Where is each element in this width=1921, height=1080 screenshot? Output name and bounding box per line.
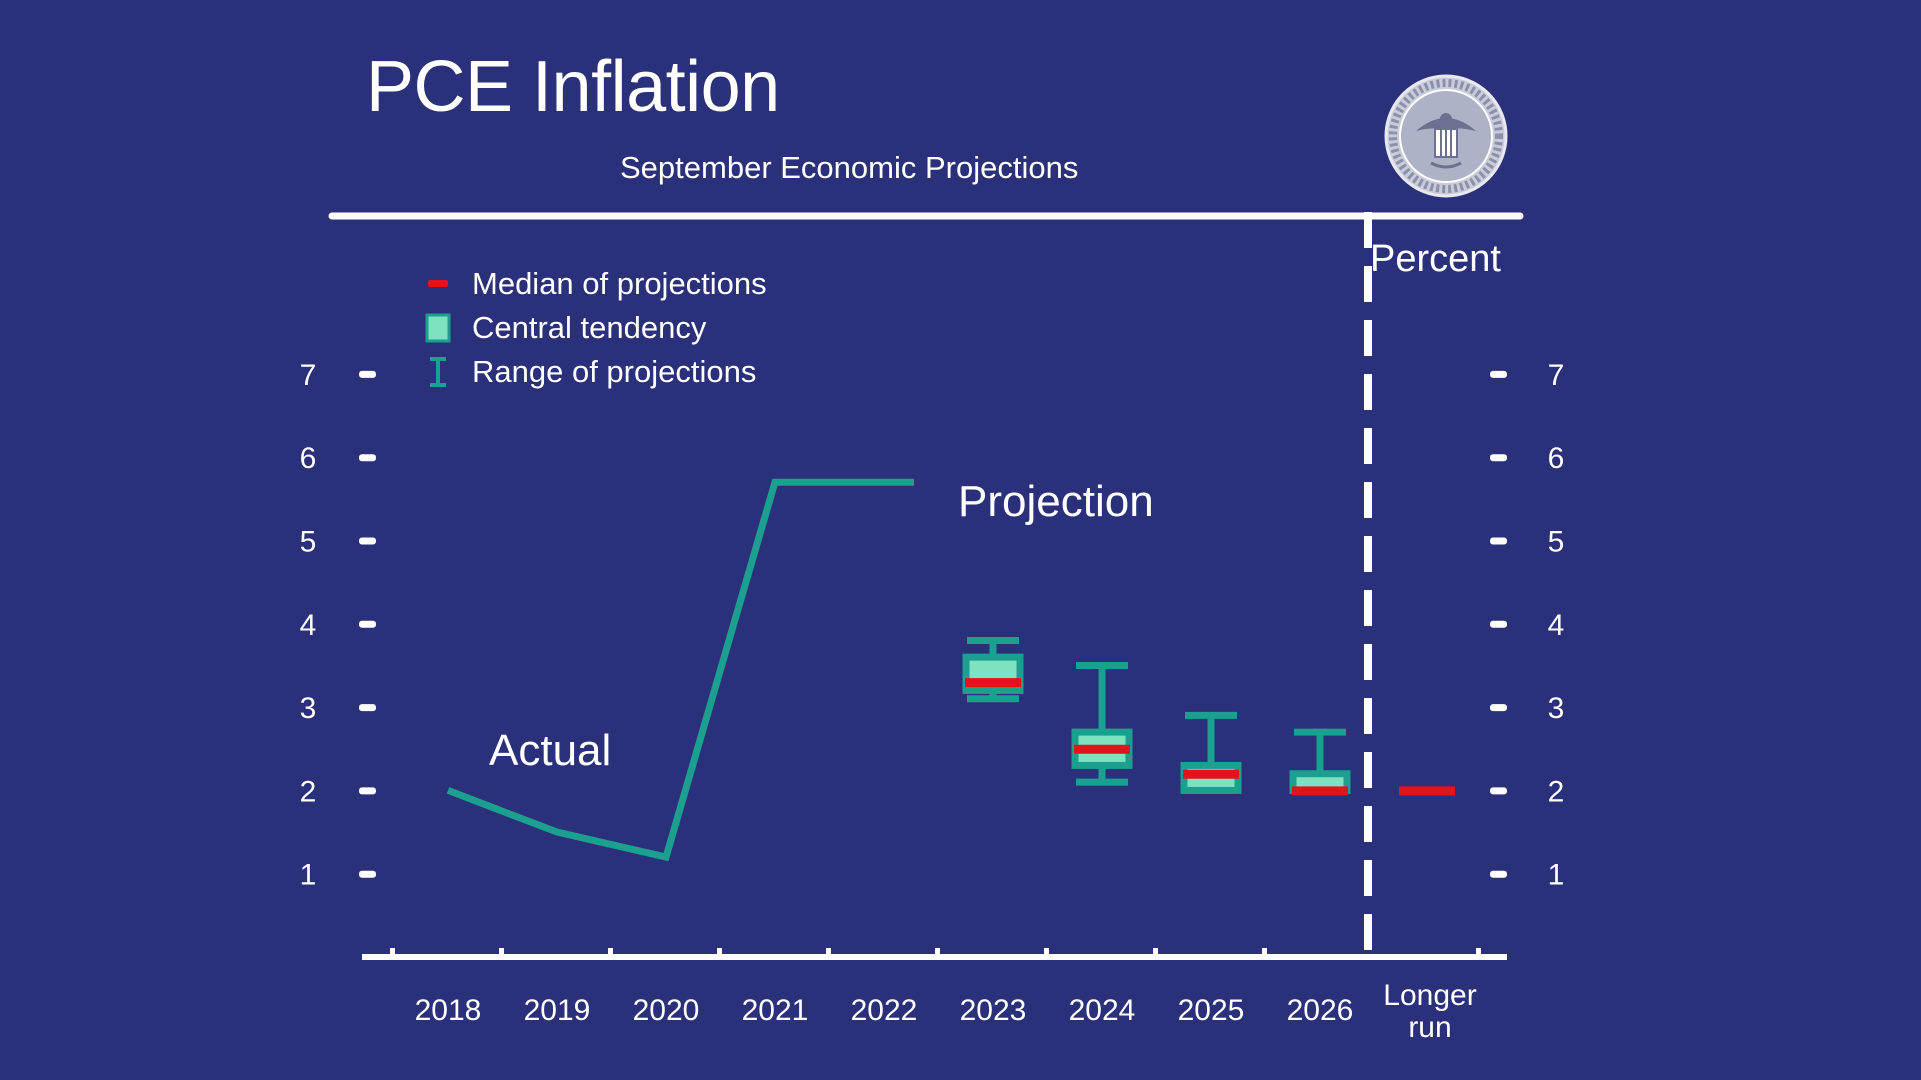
y-tick-label-left: 5 xyxy=(300,526,317,559)
x-axis-tick-mark xyxy=(1262,948,1267,955)
x-axis-tick-mark xyxy=(499,948,504,955)
x-axis-tick-mark xyxy=(1044,948,1049,955)
y-axis-tick-left xyxy=(359,537,376,545)
y-tick-label-left: 2 xyxy=(300,775,317,808)
y-axis-tick-right xyxy=(1490,870,1507,878)
y-axis-tick-left xyxy=(359,704,376,712)
x-tick-label: 2020 xyxy=(633,994,700,1027)
y-tick-label-left: 6 xyxy=(300,442,317,475)
y-axis-tick-right xyxy=(1490,537,1507,545)
y-tick-label-left: 1 xyxy=(300,859,317,892)
x-tick-label: 2026 xyxy=(1287,994,1354,1027)
y-tick-label-right: 6 xyxy=(1548,442,1565,475)
x-axis-tick-mark xyxy=(1153,948,1158,955)
median-marker xyxy=(1183,769,1239,779)
legend-item-central: Central tendency xyxy=(420,306,767,350)
unit-label: Percent xyxy=(1370,238,1501,280)
y-tick-label-right: 3 xyxy=(1548,692,1565,725)
y-tick-label-right: 1 xyxy=(1548,859,1565,892)
y-tick-label-right: 5 xyxy=(1548,526,1565,559)
chart-title: PCE Inflation xyxy=(366,47,780,127)
y-tick-label-right: 4 xyxy=(1548,609,1565,642)
y-tick-label-right: 2 xyxy=(1548,775,1565,808)
x-tick-label: 2025 xyxy=(1178,994,1245,1027)
median-marker xyxy=(1074,744,1130,754)
y-axis-tick-right xyxy=(1490,370,1507,378)
legend-item-range: Range of projections xyxy=(420,350,767,394)
x-axis-tick-mark xyxy=(826,948,831,955)
chart-subtitle: September Economic Projections xyxy=(620,150,1079,185)
x-axis-tick-mark xyxy=(1476,948,1481,955)
annotation-projection: Projection xyxy=(958,477,1154,526)
legend-swatch-central xyxy=(425,313,451,343)
y-tick-label-right: 7 xyxy=(1548,359,1565,392)
chart-legend: Median of projections Central tendency R… xyxy=(420,262,767,394)
y-axis-tick-right xyxy=(1490,704,1507,712)
legend-label-median: Median of projections xyxy=(472,266,767,301)
y-axis-tick-left xyxy=(359,870,376,878)
legend-item-median: Median of projections xyxy=(420,262,767,306)
actual-series-line xyxy=(446,478,914,862)
x-tick-label: 2024 xyxy=(1069,994,1136,1027)
median-marker xyxy=(1399,786,1455,796)
legend-swatch-range xyxy=(430,357,446,387)
legend-label-range: Range of projections xyxy=(472,354,757,389)
x-tick-label: 2018 xyxy=(415,994,482,1027)
legend-label-central: Central tendency xyxy=(472,310,707,345)
x-axis-tick-mark xyxy=(717,948,722,955)
x-tick-label: Longer xyxy=(1383,979,1476,1012)
x-tick-label: run xyxy=(1408,1011,1451,1044)
y-axis-tick-right xyxy=(1490,454,1507,462)
federal-reserve-seal-icon xyxy=(1384,74,1508,198)
y-tick-label-left: 3 xyxy=(300,692,317,725)
x-tick-label: 2023 xyxy=(960,994,1027,1027)
x-axis-tick-mark xyxy=(390,948,395,955)
x-tick-label: 2021 xyxy=(742,994,809,1027)
y-tick-label-left: 4 xyxy=(300,609,317,642)
x-axis-tick-mark xyxy=(608,948,613,955)
x-axis-tick-mark xyxy=(935,948,940,955)
x-tick-label: 2022 xyxy=(851,994,918,1027)
y-axis-tick-left xyxy=(359,620,376,628)
median-marker xyxy=(965,678,1021,688)
legend-swatch-median xyxy=(428,280,448,287)
y-axis-tick-right xyxy=(1490,787,1507,795)
median-marker xyxy=(1292,786,1348,796)
y-axis-tick-left xyxy=(359,787,376,795)
x-tick-label: 2019 xyxy=(524,994,591,1027)
y-tick-label-left: 7 xyxy=(300,359,317,392)
annotation-actual: Actual xyxy=(489,726,612,775)
y-axis-tick-left xyxy=(359,454,376,462)
y-axis-tick-right xyxy=(1490,620,1507,628)
y-axis-tick-left xyxy=(359,370,376,378)
